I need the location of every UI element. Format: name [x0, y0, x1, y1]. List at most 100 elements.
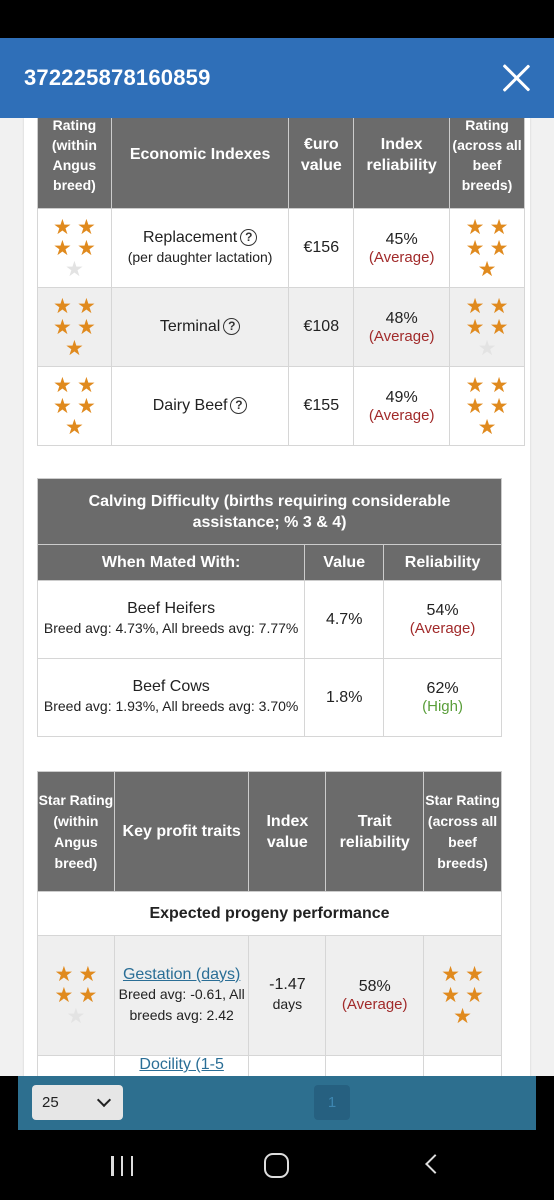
star-filled-icon: ★: [465, 215, 485, 239]
table-row: Docility (1-5: [37, 1055, 502, 1076]
rating-within-header: Rating (within Angus breed): [37, 118, 112, 209]
calving-value: 1.8%: [304, 658, 385, 737]
page-button-current[interactable]: 1: [314, 1085, 350, 1120]
star-filled-icon: ★: [465, 984, 484, 1007]
trait-link[interactable]: Gestation (days): [122, 965, 241, 983]
star-filled-icon: ★: [465, 963, 484, 986]
rating-across-header: Rating (across all beef breeds): [449, 118, 525, 209]
value-header: Value: [304, 544, 385, 581]
table-caption-row: Calving Difficulty (births requiring con…: [37, 478, 502, 545]
page-size-select[interactable]: 25: [32, 1085, 123, 1120]
recent-apps-icon[interactable]: [111, 1156, 133, 1176]
index-value-header: Index value: [248, 771, 327, 892]
help-icon[interactable]: ?: [223, 318, 241, 335]
star-rating: ★ ★ ★ ★ ★: [440, 964, 486, 1027]
star-filled-icon: ★: [53, 315, 72, 339]
star-filled-icon: ★: [77, 394, 96, 418]
star-filled-icon: ★: [441, 963, 460, 986]
star-filled-icon: ★: [477, 415, 497, 439]
star-filled-icon: ★: [77, 315, 96, 339]
star-filled-icon: ★: [441, 984, 460, 1007]
trait-reliability-header: Trait reliability: [325, 771, 425, 892]
star-filled-icon: ★: [53, 373, 72, 397]
table-header-row: Rating (within Angus breed) Economic Ind…: [37, 118, 525, 209]
reliability-cell: 45% (Average): [353, 208, 451, 288]
star-empty-icon: ★: [66, 1005, 86, 1028]
star-filled-icon: ★: [489, 373, 509, 397]
star-filled-icon: ★: [465, 373, 485, 397]
reliability-percent: 45%: [385, 230, 418, 248]
index-name: Replacement: [142, 228, 238, 246]
table-row: ★ ★ ★ ★ ★ Replacement? (per daughter lactati…: [37, 208, 525, 288]
star-filled-icon: ★: [489, 294, 509, 318]
economic-indexes-header: Economic Indexes: [110, 118, 290, 209]
star-within-header: Star Rating (within Angus breed): [37, 771, 115, 892]
dialog-content[interactable]: Rating (within Angus breed) Economic Ind…: [0, 118, 554, 1076]
index-subtext: (per daughter lactation): [127, 248, 273, 265]
table-row: ★ ★ ★ ★ ★ Terminal? €108 48% (Average) ★ ★ ★ ★ ★: [37, 287, 525, 367]
star-filled-icon: ★: [78, 984, 98, 1007]
star-filled-icon: ★: [54, 963, 74, 986]
index-value: -1.47: [269, 976, 306, 993]
euro-value: €155: [288, 366, 355, 446]
index-unit: days: [272, 996, 303, 1012]
dialog-header: 372225878160859: [0, 38, 554, 118]
section-row: Expected progeny performance: [37, 891, 502, 936]
index-reliability-header: Index reliability: [353, 118, 451, 209]
star-rating-within: ★ ★ ★ ★ ★: [37, 208, 112, 288]
star-filled-icon: ★: [77, 236, 96, 260]
star-rating-across: ★ ★ ★ ★ ★: [423, 935, 502, 1056]
reliability-percent: 62%: [426, 680, 459, 697]
star-rating: ★ ★ ★ ★ ★: [51, 375, 97, 438]
reliability-label: (Average): [409, 620, 476, 637]
index-name: Terminal: [159, 318, 221, 335]
star-rating-within: ★ ★ ★ ★ ★: [37, 287, 112, 367]
table-row: Beef Cows Breed avg: 1.93%, All breeds av…: [36, 658, 502, 737]
calving-value: 4.7%: [304, 580, 385, 659]
status-bar: [0, 0, 554, 38]
star-filled-icon: ★: [53, 394, 72, 418]
reliability-percent: 54%: [426, 602, 459, 619]
reliability-cell: 48% (Average): [353, 287, 451, 367]
reliability-cell: 62% (High): [383, 658, 502, 737]
back-icon[interactable]: [425, 1154, 445, 1174]
star-filled-icon: ★: [65, 336, 84, 360]
mated-with-cell: Beef Cows Breed avg: 1.93%, All breeds av…: [36, 658, 306, 737]
dialog-title: 372225878160859: [24, 65, 211, 90]
help-icon[interactable]: ?: [240, 228, 258, 246]
trait-link[interactable]: Docility (1-5: [139, 1056, 224, 1073]
star-rating: ★ ★ ★ ★ ★: [464, 296, 510, 359]
economic-indexes-table: Rating (within Angus breed) Economic Ind…: [37, 118, 525, 446]
reliability-label: (High): [422, 698, 463, 715]
reliability-label: (Average): [341, 996, 408, 1013]
star-filled-icon: ★: [489, 315, 509, 339]
star-rating-across: ★ ★ ★ ★ ★: [449, 208, 525, 288]
mated-with-cell: Beef Heifers Breed avg: 4.73%, All breeds…: [36, 580, 306, 659]
reliability-percent: 49%: [385, 388, 418, 406]
pagination-bar: 25 1: [18, 1076, 536, 1130]
key-profit-traits-table: Star Rating (within Angus breed) Key pro…: [37, 771, 502, 1076]
close-icon[interactable]: [500, 62, 532, 94]
star-empty-icon: ★: [477, 336, 497, 360]
system-nav-bar: [0, 1130, 554, 1200]
breed-average-text: Breed avg: 1.93%, All breeds avg: 3.70%: [43, 698, 299, 714]
star-filled-icon: ★: [465, 236, 485, 260]
star-filled-icon: ★: [53, 215, 72, 239]
star-rating: ★ ★ ★ ★ ★: [53, 964, 99, 1027]
reliability-percent: 58%: [358, 978, 391, 995]
index-value-cell: -1.47 days: [248, 935, 327, 1056]
index-name: Dairy Beef: [152, 397, 228, 414]
star-filled-icon: ★: [489, 236, 509, 260]
star-filled-icon: ★: [465, 294, 485, 318]
index-name-cell: Dairy Beef?: [110, 366, 290, 446]
star-filled-icon: ★: [54, 984, 74, 1007]
home-icon[interactable]: [264, 1153, 289, 1178]
star-rating-within: ★ ★ ★ ★ ★: [37, 935, 115, 1056]
reliability-label: (Average): [368, 406, 435, 424]
star-filled-icon: ★: [77, 294, 96, 318]
breed-average-text: Breed avg: 4.73%, All breeds avg: 7.77%: [43, 620, 299, 636]
star-filled-icon: ★: [465, 394, 485, 418]
star-filled-icon: ★: [465, 315, 485, 339]
euro-value: €108: [288, 287, 355, 367]
help-icon[interactable]: ?: [230, 397, 248, 414]
